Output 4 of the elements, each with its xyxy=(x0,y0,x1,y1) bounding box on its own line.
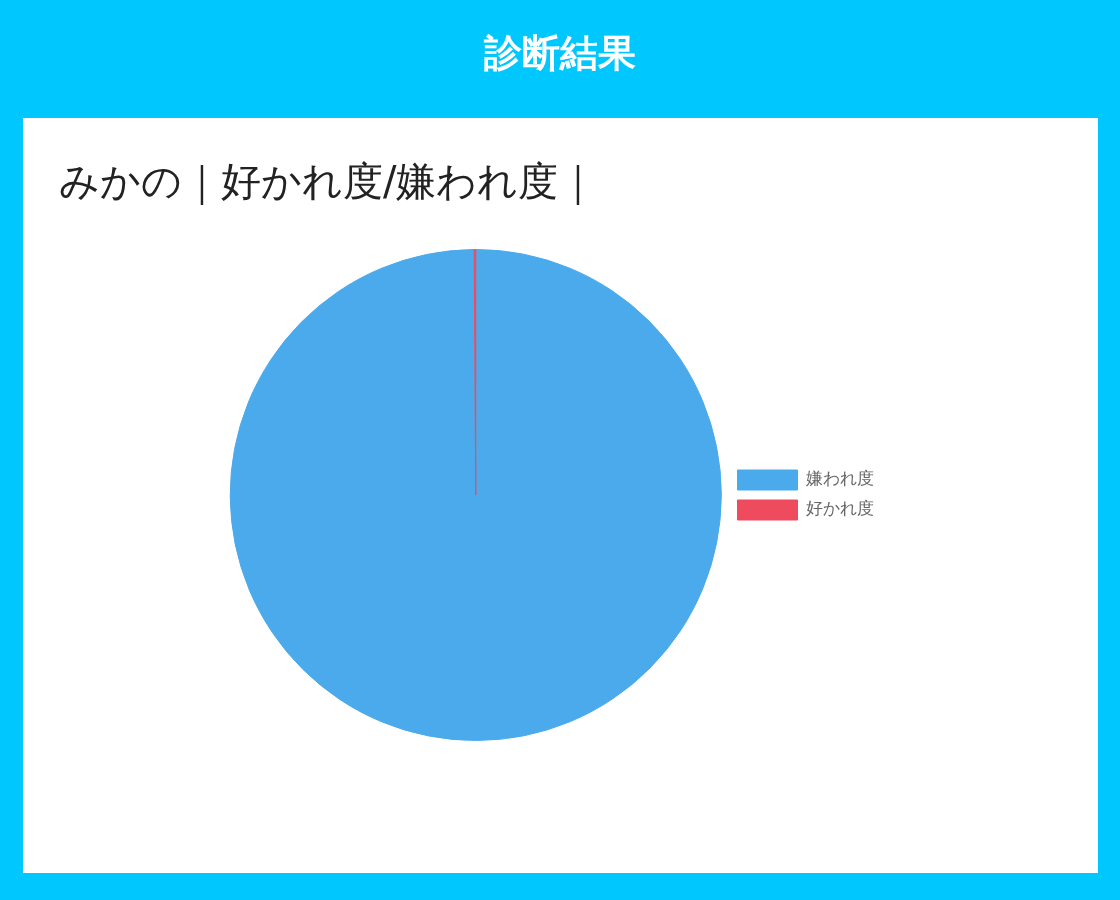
chart-subtitle: みかの｜好かれ度/嫌われ度｜ xyxy=(59,157,598,207)
legend-label: 好かれ度 xyxy=(806,498,874,519)
legend-label: 嫌われ度 xyxy=(806,468,874,489)
chart-title: 診断結果 xyxy=(483,30,637,77)
